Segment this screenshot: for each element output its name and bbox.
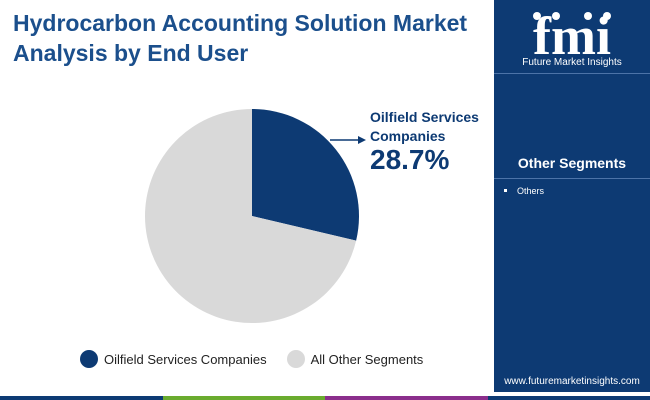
bottom-color-bar <box>0 396 650 400</box>
pie-slice-0 <box>252 109 359 241</box>
fmi-logo: fmi <box>533 6 611 66</box>
legend-item-other: All Other Segments <box>286 350 424 368</box>
legend-label: Oilfield Services Companies <box>104 351 267 367</box>
callout-label: Oilfield Services Companies <box>370 109 479 144</box>
logo-text: fmi <box>533 6 611 66</box>
bar-segment <box>487 396 650 400</box>
legend-item-oilfield: Oilfield Services Companies <box>80 350 267 368</box>
divider <box>494 178 650 179</box>
pie-chart <box>144 109 366 323</box>
segment-item-label: Others <box>517 186 545 196</box>
legend-label: All Other Segments <box>310 351 424 367</box>
page-title: Hydrocarbon Accounting Solution Market A… <box>13 10 468 66</box>
logo-icon-dot <box>603 12 611 20</box>
bullet-icon <box>504 189 507 193</box>
bar-segment <box>162 396 325 400</box>
callout-arrow-icon <box>358 136 366 144</box>
legend-swatch <box>286 350 305 368</box>
pie-slice-1 <box>144 109 357 323</box>
divider <box>494 73 650 74</box>
chart-legend: Oilfield Services Companies All Other Se… <box>80 348 443 370</box>
other-segments-heading: Other Segments <box>517 155 627 171</box>
legend-swatch <box>80 350 98 368</box>
logo-icon-dot <box>533 12 541 20</box>
segment-item: Others <box>504 186 544 196</box>
website-link[interactable]: www.futuremarketinsights.com <box>504 376 640 387</box>
callout-value: 28.7% <box>370 144 450 175</box>
brand-name: Future Market Insights <box>522 57 622 68</box>
bar-segment <box>0 396 163 400</box>
sidebar: fmi Future Market Insights Other Segment… <box>494 0 650 392</box>
bar-segment <box>325 396 488 400</box>
logo-icon-dot <box>584 12 592 20</box>
logo-icon-dot <box>552 12 560 20</box>
